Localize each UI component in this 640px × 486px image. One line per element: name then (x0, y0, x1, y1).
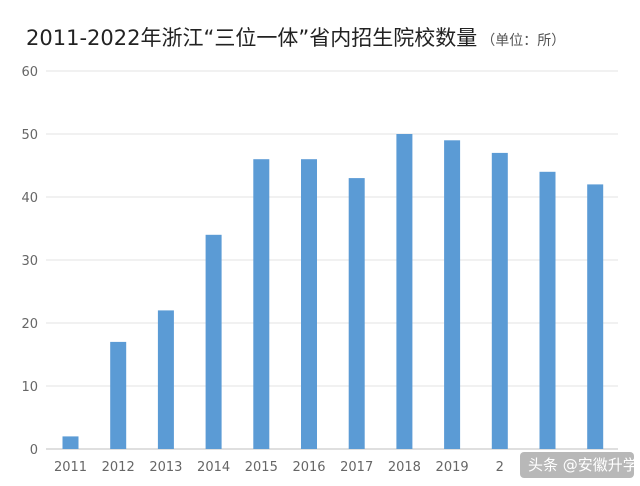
bar-2012 (110, 341, 127, 449)
title-row: 2011-2022年浙江“三位一体”省内招生院校数量 （单位：所） (26, 22, 626, 52)
x-tick-label: 2019 (436, 460, 469, 475)
y-tick-label: 0 (30, 443, 38, 458)
y-tick-label: 20 (21, 317, 38, 332)
bar-2021 (539, 171, 556, 450)
bar-2018 (396, 134, 413, 449)
watermark-label: 头条 @安徽升学帮 (528, 456, 640, 474)
grid-lines (46, 70, 618, 450)
bar-2022 (587, 184, 604, 449)
x-tick-label: 2 (496, 460, 504, 475)
bar-2017 (348, 178, 365, 449)
bars (62, 134, 604, 450)
x-tick-label: 2016 (292, 460, 325, 475)
y-tick-label: 10 (21, 380, 38, 395)
bar-2020 (491, 152, 508, 449)
x-tick-label: 2017 (340, 460, 373, 475)
watermark-badge: 头条 @安徽升学帮 (520, 452, 640, 478)
bar-2015 (253, 159, 270, 449)
bar-2011 (62, 436, 79, 449)
x-tick-label: 2013 (149, 460, 182, 475)
x-tick-label: 2012 (102, 460, 135, 475)
chart-title: 2011-2022年浙江“三位一体”省内招生院校数量 (26, 26, 478, 50)
x-axis-ticks: 2011 2012 2013 2014 2015 2016 2017 2018 2019 2 (54, 460, 504, 475)
x-tick-label: 2015 (245, 460, 278, 475)
y-tick-label: 50 (21, 128, 38, 143)
bar-2019 (444, 140, 461, 450)
y-tick-label: 40 (21, 191, 38, 206)
x-tick-label: 2014 (197, 460, 230, 475)
y-tick-label: 60 (21, 65, 38, 80)
x-tick-label: 2018 (388, 460, 421, 475)
bar-2016 (301, 159, 317, 449)
bar-2013 (157, 310, 174, 449)
y-axis-ticks: 0 10 20 30 40 50 60 (21, 65, 38, 458)
y-tick-label: 30 (21, 254, 38, 269)
x-tick-label: 2011 (54, 460, 87, 475)
bar-2014 (205, 234, 222, 449)
chart-subtitle: （单位：所） (481, 33, 566, 49)
